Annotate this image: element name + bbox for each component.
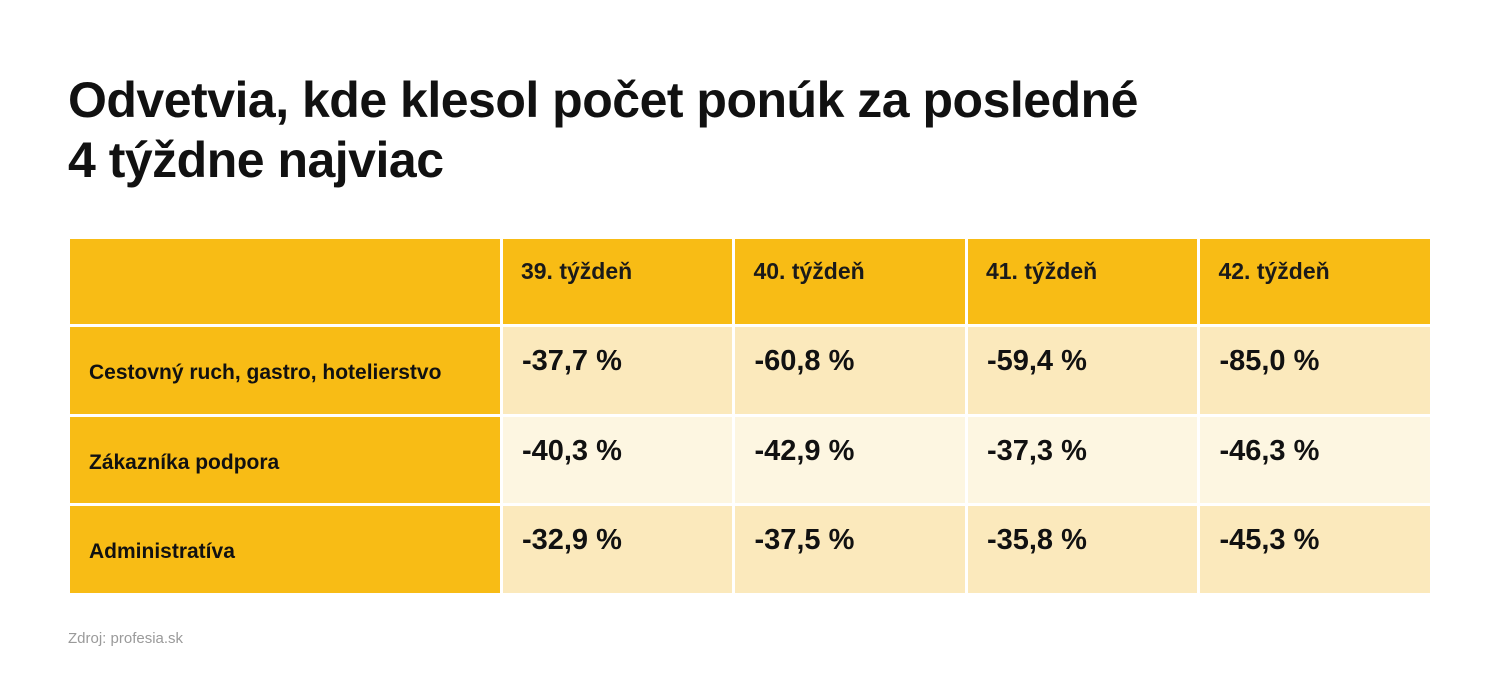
row-label-cell: Administratíva: [70, 506, 500, 593]
table-row: Administratíva -32,9 % -37,5 % -35,8 % -…: [70, 506, 1430, 593]
value-cell: -37,7 %: [502, 327, 733, 414]
table-row: Cestovný ruch, gastro, hotelierstvo -37,…: [70, 327, 1430, 414]
header-cell-week-39: 39. týždeň: [502, 239, 733, 324]
value-label: -45,3 %: [1219, 524, 1320, 557]
header-label: 41. týždeň: [985, 258, 1098, 284]
header-cell-week-41: 41. týždeň: [967, 239, 1198, 324]
value-label: -37,5 %: [754, 524, 855, 557]
row-label: Administratíva: [89, 540, 235, 564]
value-cell: -40,3 %: [502, 416, 733, 504]
value-cell: -59,4 %: [967, 327, 1198, 414]
value-cell: -42,9 %: [735, 416, 965, 504]
data-table: 39. týždeň 40. týždeň 41. týždeň 42. týž…: [67, 236, 1433, 596]
value-label: -37,7 %: [521, 345, 622, 377]
value-label: -85,0 %: [1219, 345, 1320, 377]
value-cell: -60,8 %: [735, 327, 965, 414]
value-cell: -85,0 %: [1200, 327, 1430, 414]
value-label: -40,3 %: [521, 434, 622, 467]
header-label: 40. týždeň: [753, 258, 865, 284]
value-cell: -35,8 %: [967, 506, 1198, 593]
header-cell-week-42: 42. týždeň: [1200, 239, 1430, 324]
row-label: Zákazníka podpora: [89, 450, 280, 474]
value-label: -42,9 %: [754, 434, 855, 467]
value-cell: -37,5 %: [735, 506, 965, 593]
value-label: -37,3 %: [986, 434, 1087, 467]
value-label: -59,4 %: [986, 345, 1087, 377]
row-label: Cestovný ruch, gastro, hotelierstvo: [89, 361, 442, 384]
row-label-cell: Cestovný ruch, gastro, hotelierstvo: [70, 327, 500, 414]
value-label: -35,8 %: [986, 524, 1087, 557]
value-cell: -37,3 %: [967, 416, 1198, 504]
header-cell-empty: [70, 239, 500, 324]
chart-title: Odvetvia, kde klesol počet ponúk za posl…: [68, 70, 1408, 190]
value-cell: -46,3 %: [1200, 416, 1430, 504]
value-label: -46,3 %: [1219, 434, 1320, 467]
table-header-row: 39. týždeň 40. týždeň 41. týždeň 42. týž…: [70, 239, 1430, 324]
value-label: -32,9 %: [521, 524, 622, 557]
header-cell-week-40: 40. týždeň: [735, 239, 965, 324]
value-label: -60,8 %: [754, 345, 855, 377]
row-label-cell: Zákazníka podpora: [70, 416, 500, 504]
chart-title-line-1: Odvetvia, kde klesol počet ponúk za posl…: [68, 72, 1138, 128]
source-note: Zdroj: profesia.sk: [68, 630, 184, 647]
value-cell: -45,3 %: [1200, 506, 1430, 593]
chart-title-line-2: 4 týždne najviac: [68, 132, 444, 188]
header-label: 42. týždeň: [1218, 258, 1330, 284]
header-label: 39. týždeň: [520, 258, 633, 284]
value-cell: -32,9 %: [502, 506, 733, 593]
table-row: Zákazníka podpora -40,3 % -42,9 % -37,3 …: [70, 416, 1430, 504]
